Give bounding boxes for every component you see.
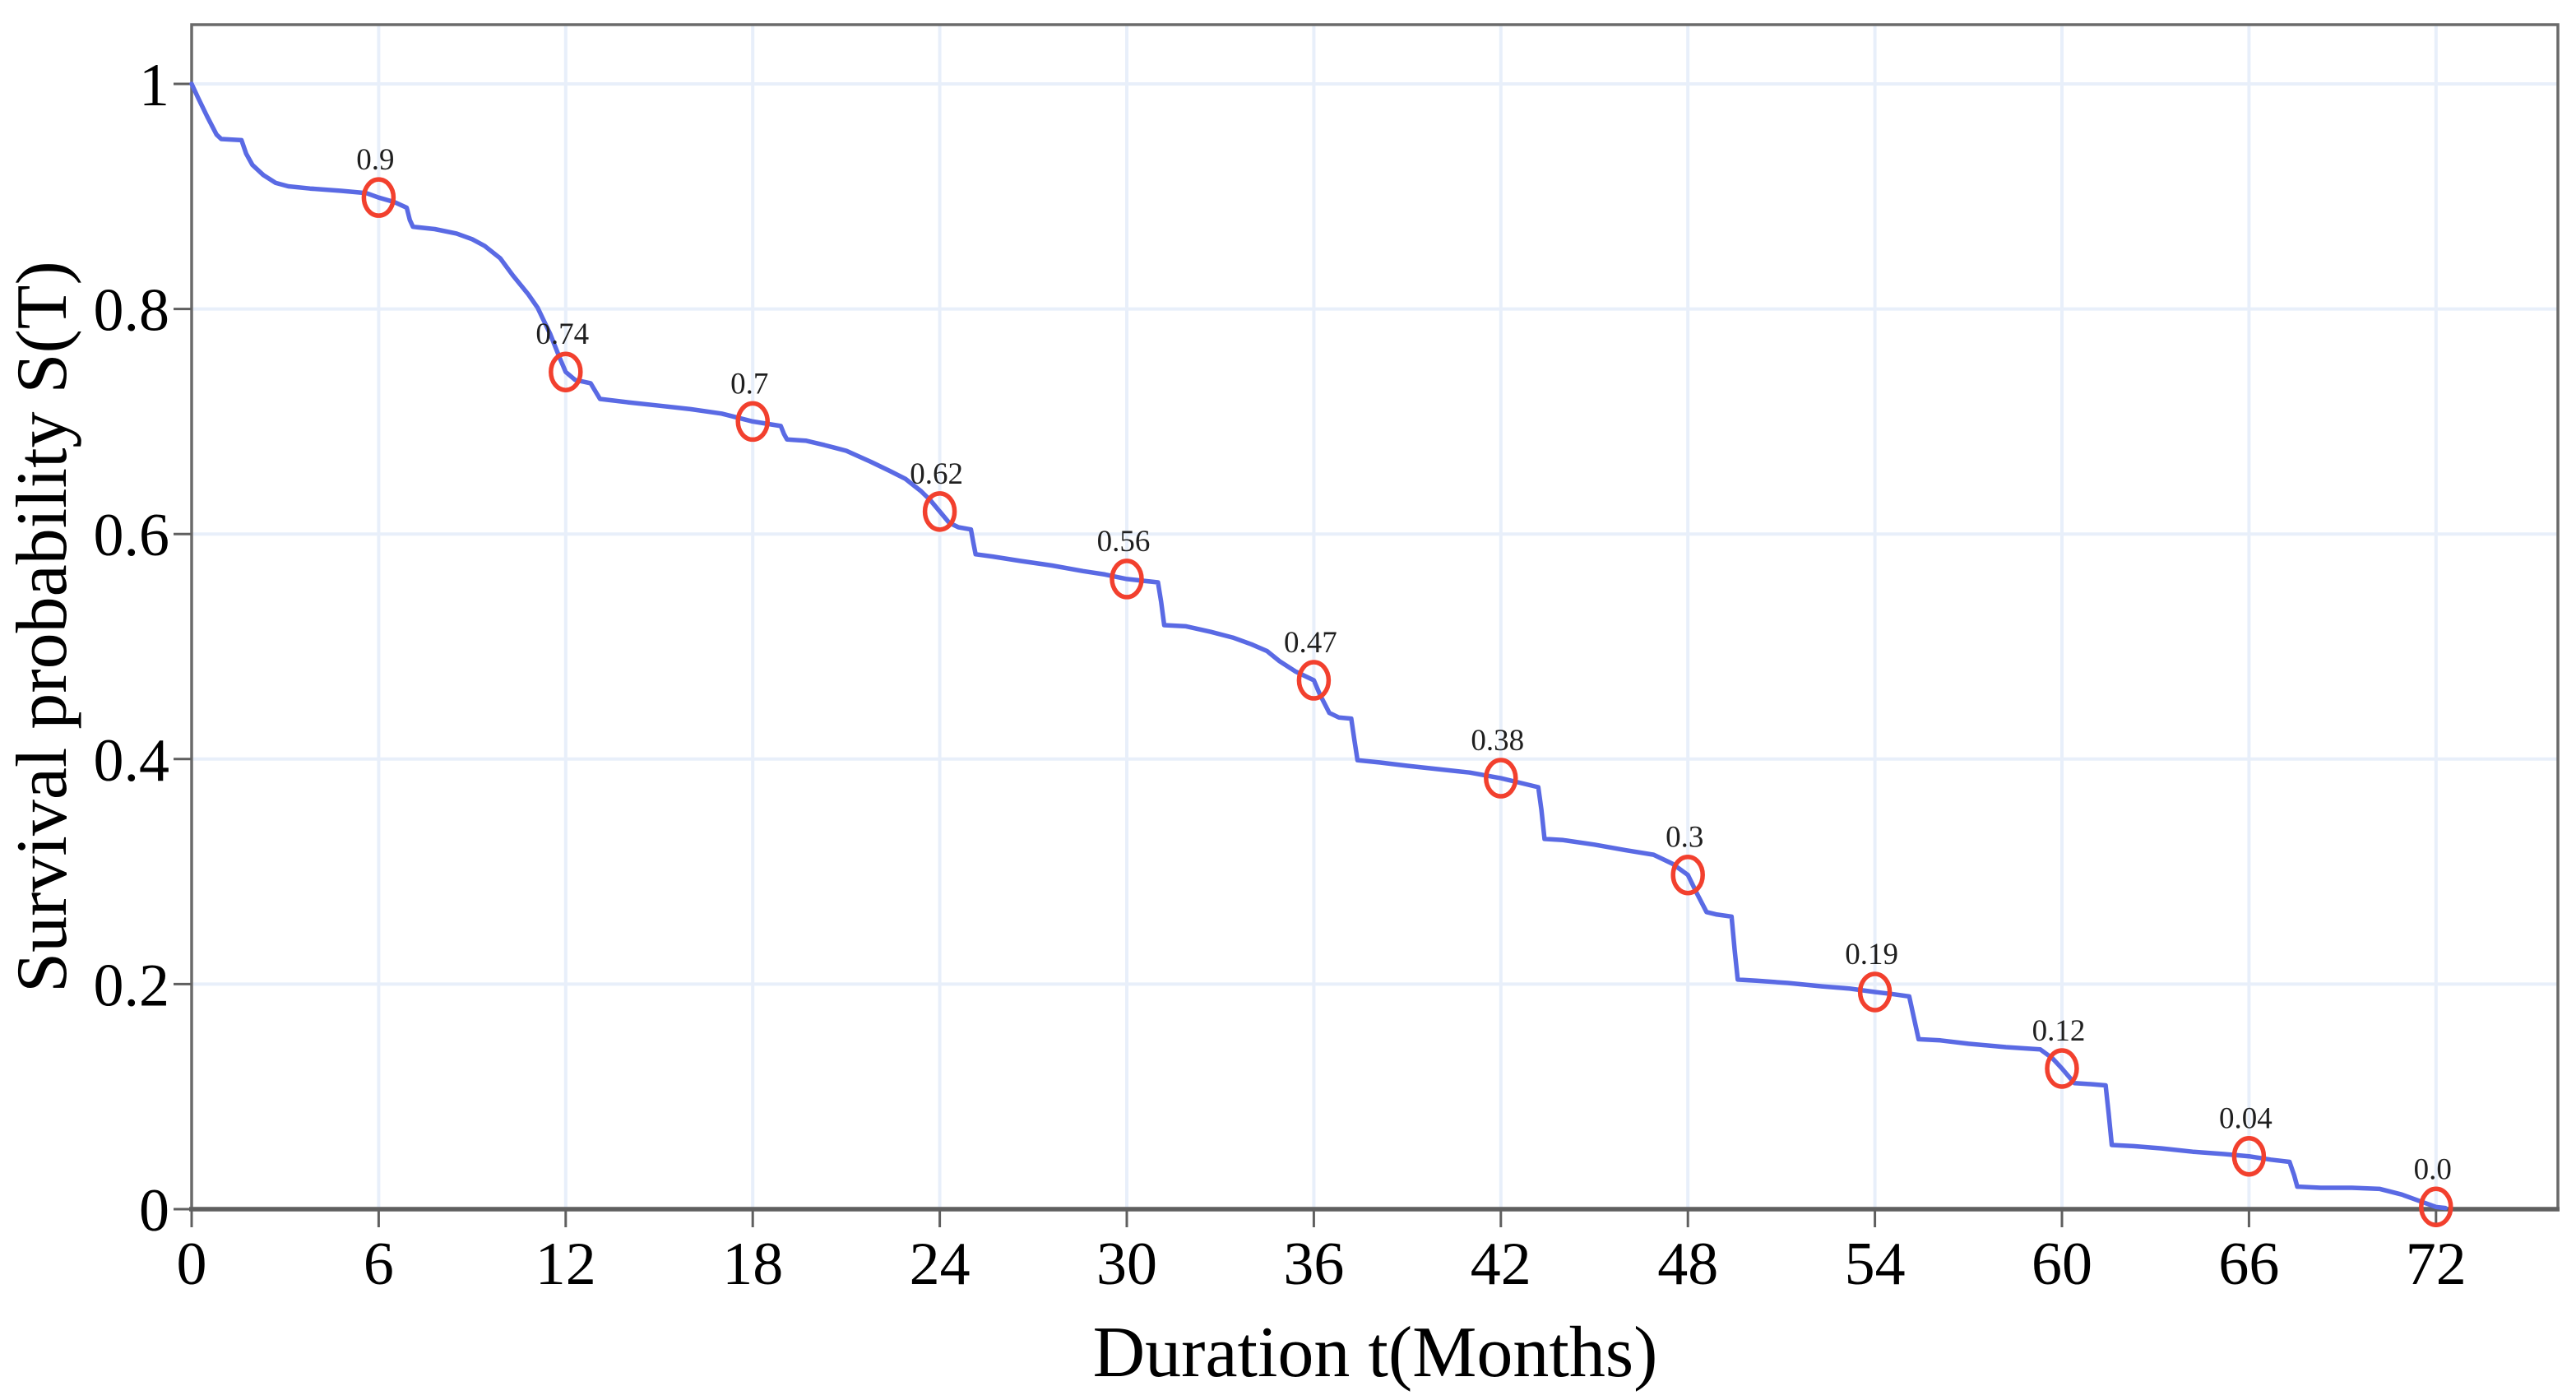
annotation-circle bbox=[735, 401, 770, 443]
annotation-circle bbox=[1110, 559, 1144, 600]
annotation-value-label: 0.3 bbox=[1666, 821, 1703, 855]
annotation-value-label: 0.12 bbox=[2032, 1014, 2086, 1048]
x-tick-label: 66 bbox=[2218, 1231, 2279, 1298]
x-tick-label: 60 bbox=[2032, 1231, 2092, 1298]
x-tick-label: 12 bbox=[535, 1231, 596, 1298]
tick-layer: 0 6 12 18 24 30 36 42 48 54 60 66 72 0 0.2 0.4 0.6 0.8 1 bbox=[94, 52, 2467, 1298]
annotation-value-label: 0.62 bbox=[910, 457, 963, 491]
frame-layer bbox=[189, 23, 2560, 1212]
y-axis-title: Survival probability S(T) bbox=[2, 261, 82, 993]
annotation-layer: 0.9 0.74 0.7 0.62 0.56 0.47 0.38 0.3 0.19 0.12 0.0… bbox=[356, 143, 2453, 1228]
x-tick-label: 0 bbox=[177, 1231, 207, 1298]
y-tick-label: 0.2 bbox=[94, 952, 170, 1019]
y-tick-label: 0 bbox=[139, 1177, 169, 1245]
survival-curve-line bbox=[189, 81, 2448, 1211]
annotation-value-label: 0.74 bbox=[535, 318, 589, 351]
annotation-value-label: 0.04 bbox=[2219, 1102, 2273, 1136]
y-tick-label: 0.8 bbox=[94, 277, 170, 345]
annotation-value-label: 0.9 bbox=[356, 143, 394, 177]
annotation-value-label: 0.56 bbox=[1097, 525, 1151, 559]
x-axis-title: Duration t(Months) bbox=[1093, 1313, 1658, 1393]
x-tick-label: 6 bbox=[364, 1231, 394, 1298]
annotation-circle bbox=[1484, 758, 1518, 799]
x-tick-label: 42 bbox=[1471, 1231, 1531, 1298]
annotation-circle bbox=[1857, 971, 1893, 1013]
annotation-value-label: 0.0 bbox=[2414, 1152, 2452, 1186]
x-tick-label: 54 bbox=[1845, 1231, 1906, 1298]
annotation-circle bbox=[2045, 1048, 2079, 1089]
x-tick-label: 30 bbox=[1096, 1231, 1157, 1298]
y-tick-label: 0.6 bbox=[94, 502, 170, 569]
annotation-circle bbox=[1296, 660, 1332, 701]
annotation-circle bbox=[549, 351, 583, 392]
plot-border bbox=[190, 23, 2560, 1211]
annotation-circle bbox=[361, 177, 396, 218]
grid-layer bbox=[192, 25, 2558, 1209]
x-tick-label: 24 bbox=[910, 1231, 971, 1298]
annotation-value-label: 0.38 bbox=[1471, 724, 1524, 758]
x-tick-label: 48 bbox=[1657, 1231, 1718, 1298]
annotation-value-label: 0.19 bbox=[1845, 938, 1898, 971]
annotation-circle bbox=[2419, 1186, 2453, 1228]
annotation-value-label: 0.47 bbox=[1284, 626, 1337, 660]
y-tick-label: 0.4 bbox=[94, 727, 170, 795]
annotation-circle bbox=[922, 491, 957, 532]
annotation-circle bbox=[1670, 854, 1705, 896]
annotation-circle bbox=[2231, 1135, 2267, 1177]
curve-layer bbox=[189, 81, 2448, 1211]
x-tick-label: 18 bbox=[722, 1231, 783, 1298]
x-tick-label: 36 bbox=[1283, 1231, 1344, 1298]
annotation-value-label: 0.7 bbox=[730, 367, 768, 401]
x-tick-label: 72 bbox=[2406, 1231, 2467, 1298]
y-tick-label: 1 bbox=[139, 52, 169, 119]
